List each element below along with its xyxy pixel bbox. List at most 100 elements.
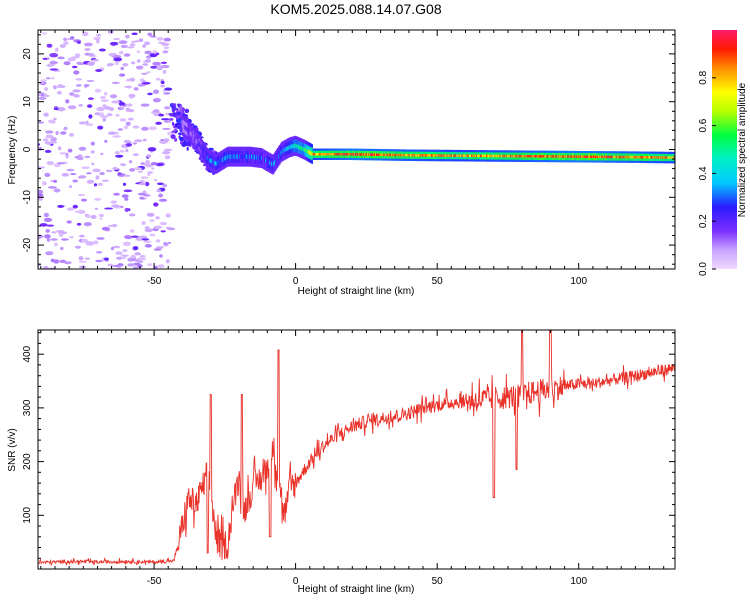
heatmap-cell xyxy=(209,158,211,163)
heatmap-cell xyxy=(56,107,66,112)
y-tick-label: 0 xyxy=(22,146,33,152)
heatmap-cell xyxy=(287,145,290,151)
heatmap-cell xyxy=(549,155,551,158)
heatmap-cell xyxy=(520,154,523,158)
heatmap-cell xyxy=(368,153,370,156)
heatmap-cell xyxy=(437,154,439,157)
heatmap-cell xyxy=(388,153,391,157)
heatmap-cell xyxy=(257,155,259,160)
heatmap-cell xyxy=(111,204,120,208)
heatmap-cell xyxy=(367,153,369,156)
heatmap-cell xyxy=(87,104,93,108)
heatmap-cell xyxy=(129,160,133,164)
heatmap-cell xyxy=(85,123,94,126)
heatmap-cell xyxy=(184,108,190,114)
heatmap-cell xyxy=(650,156,652,159)
heatmap-cell xyxy=(131,32,138,36)
heatmap-cell xyxy=(88,97,94,100)
heatmap-cell xyxy=(190,132,193,137)
heatmap-cell xyxy=(521,154,524,158)
heatmap-cell xyxy=(63,126,68,131)
heatmap-cell xyxy=(435,154,437,157)
heatmap-cell xyxy=(585,155,587,158)
heatmap-cell xyxy=(159,254,163,258)
heatmap-cell xyxy=(147,32,153,37)
heatmap-cell xyxy=(123,189,133,193)
heatmap-cell xyxy=(322,153,324,156)
heatmap-cell xyxy=(229,154,231,159)
heatmap-cell xyxy=(116,256,123,260)
heatmap-cell xyxy=(153,113,159,117)
heatmap-cell xyxy=(117,128,124,131)
heatmap-cell xyxy=(503,154,506,158)
heatmap-cell xyxy=(91,162,95,166)
heatmap-cell xyxy=(283,148,286,153)
heatmap-cell xyxy=(634,155,636,159)
heatmap-cell xyxy=(171,121,175,126)
heatmap-cell xyxy=(378,153,380,156)
heatmap-cell xyxy=(198,142,200,147)
y-tick-label: 20 xyxy=(22,48,33,60)
heatmap-cell xyxy=(46,43,53,48)
heatmap-cell xyxy=(589,155,591,158)
heatmap-cell xyxy=(208,157,210,162)
heatmap-cell xyxy=(53,163,61,168)
heatmap-cell xyxy=(635,155,637,159)
heatmap-cell xyxy=(128,213,136,217)
heatmap-cell xyxy=(429,154,431,157)
heatmap-cell xyxy=(186,146,189,151)
heatmap-cell xyxy=(146,154,152,158)
heatmap-cell xyxy=(86,179,95,184)
heatmap-cell xyxy=(181,142,187,148)
heatmap-cell xyxy=(148,126,158,131)
heatmap-cell xyxy=(135,237,144,241)
heatmap-cell xyxy=(531,155,533,158)
heatmap-cell xyxy=(557,155,559,158)
heatmap-cell xyxy=(591,155,593,158)
heatmap-cell xyxy=(510,154,513,158)
heatmap-cell xyxy=(155,121,163,125)
heatmap-cell xyxy=(452,154,454,157)
heatmap-cell xyxy=(44,141,54,145)
heatmap-cell xyxy=(483,154,485,158)
heatmap-cell xyxy=(485,154,487,158)
heatmap-cell xyxy=(641,156,643,159)
y-tick-label: 100 xyxy=(22,507,33,524)
heatmap-cell xyxy=(139,196,145,200)
heatmap-cell xyxy=(99,96,107,99)
heatmap-cell xyxy=(594,155,596,158)
heatmap-cell xyxy=(570,155,572,158)
heatmap-cell xyxy=(502,154,505,158)
heatmap-cell xyxy=(149,233,156,237)
heatmap-cell xyxy=(350,153,352,156)
x-tick-label: 100 xyxy=(570,276,587,287)
heatmap-cell xyxy=(392,153,395,157)
heatmap-cell xyxy=(141,72,148,75)
heatmap-cell xyxy=(668,156,670,159)
heatmap-cell xyxy=(306,149,308,154)
heatmap-cell xyxy=(87,61,95,66)
heatmap-cell xyxy=(516,154,519,158)
heatmap-cell xyxy=(195,138,198,143)
heatmap-cell xyxy=(125,107,131,112)
heatmap-cell xyxy=(108,224,113,228)
heatmap-cell xyxy=(418,154,420,157)
heatmap-cell xyxy=(470,154,472,157)
heatmap-cell xyxy=(397,153,400,157)
heatmap-cell xyxy=(115,251,123,255)
heatmap-cell xyxy=(211,159,213,164)
heatmap-cell xyxy=(215,161,217,166)
heatmap-cell xyxy=(286,146,289,151)
heatmap-cell xyxy=(162,50,169,54)
heatmap-cell xyxy=(564,155,566,158)
heatmap-cell xyxy=(548,155,550,158)
heatmap-cell xyxy=(501,154,504,158)
heatmap-cell xyxy=(167,241,172,244)
heatmap-cell xyxy=(84,213,89,218)
heatmap-cell xyxy=(157,65,163,69)
heatmap-cell xyxy=(140,162,146,165)
heatmap-cell xyxy=(490,154,492,158)
heatmap-cell xyxy=(128,117,134,121)
heatmap-cell xyxy=(324,153,326,156)
heatmap-cell xyxy=(70,36,75,40)
